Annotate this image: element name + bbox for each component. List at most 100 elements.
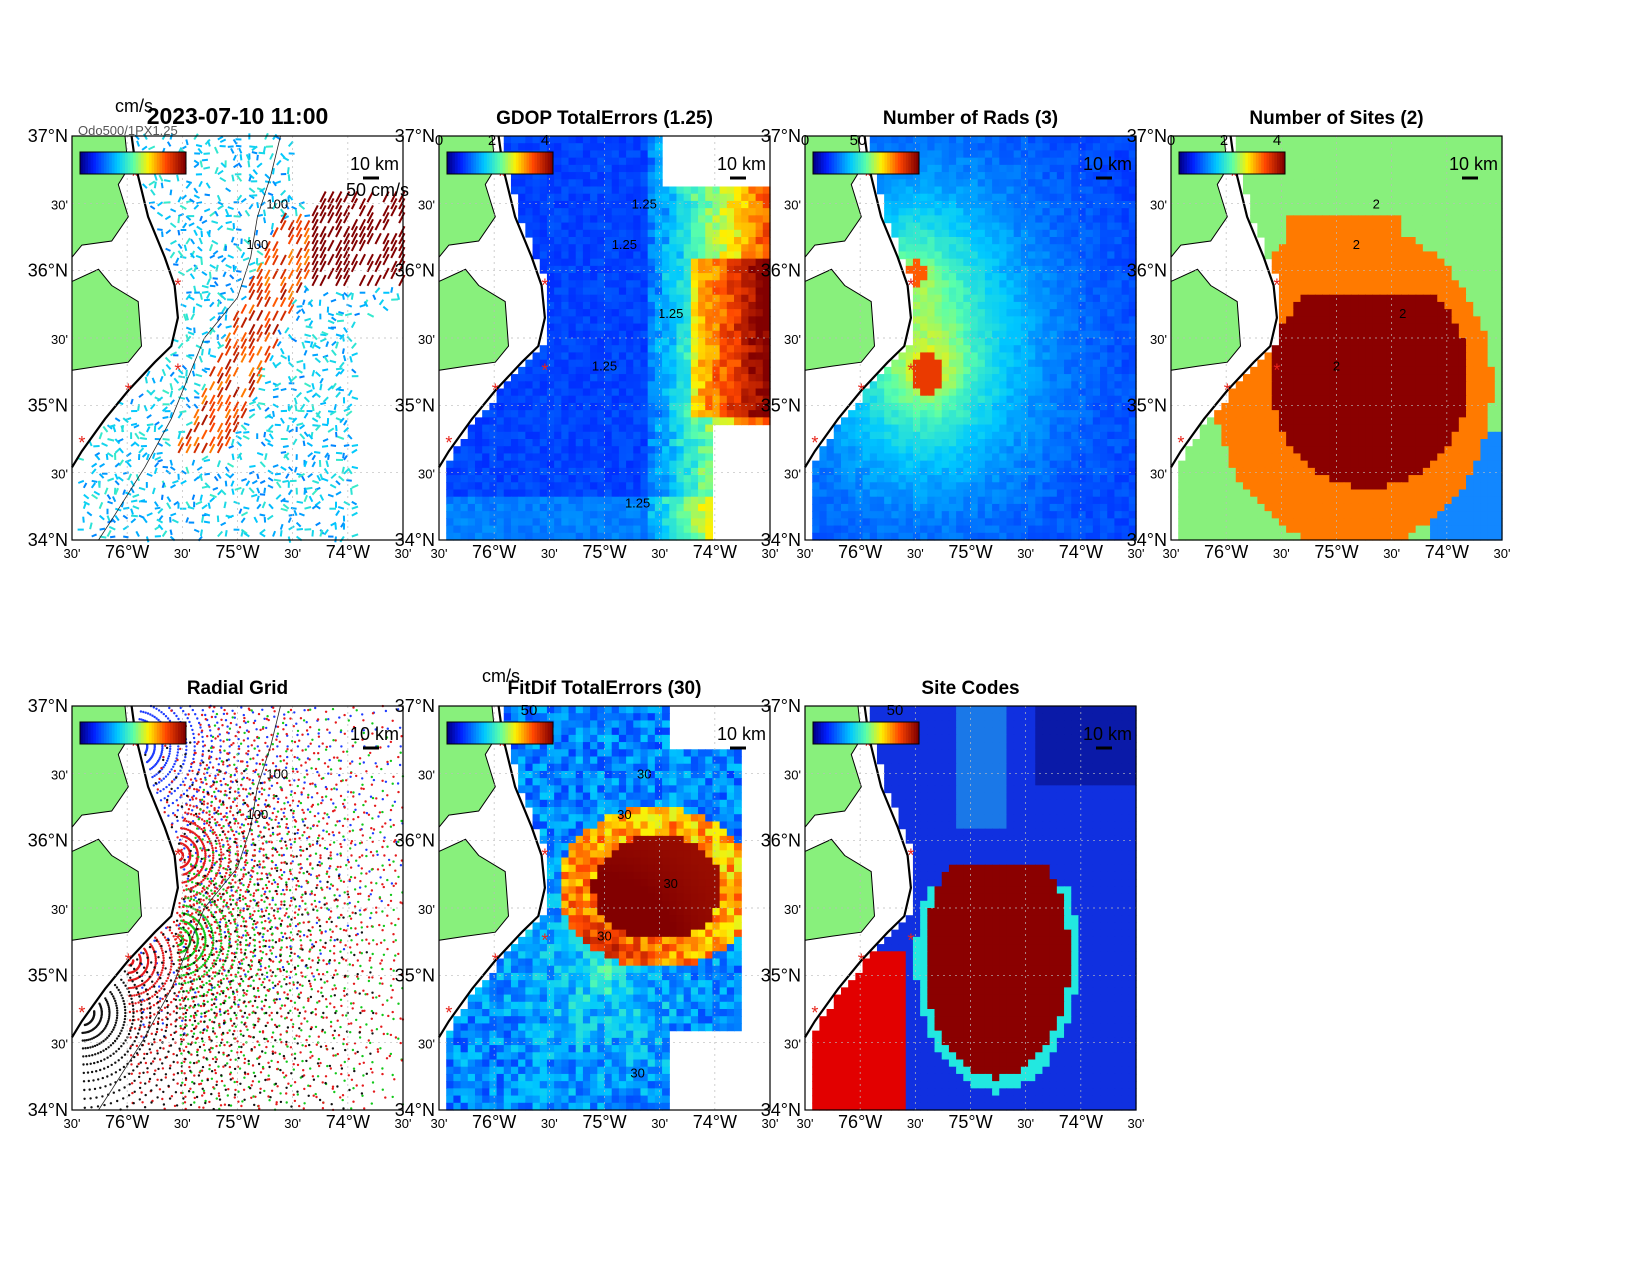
panel-title: GDOP TotalErrors (1.25)	[496, 108, 713, 129]
lon-tick-label: 76°W	[838, 542, 882, 562]
coastline	[804, 135, 913, 468]
lon-tick-label: 74°W	[326, 1112, 370, 1132]
units-label: cm/s	[482, 666, 520, 686]
lat-tick-label: 35°N	[395, 965, 435, 985]
lon-tick-label: 30'	[1128, 546, 1145, 561]
lat-tick-label: 30'	[51, 767, 68, 782]
lat-tick-label: 36°N	[28, 831, 68, 851]
lat-tick-label: 36°N	[761, 831, 801, 851]
lat-tick-label: 30'	[784, 332, 801, 347]
scale-label: 10 km	[1449, 154, 1498, 174]
colorbar	[446, 721, 554, 745]
lon-tick-label: 30'	[1017, 546, 1034, 561]
site-marker-icon: *	[1230, 166, 1237, 186]
lon-tick-label: 74°W	[326, 542, 370, 562]
lat-tick-label: 35°N	[395, 395, 435, 415]
land-south	[1170, 268, 1242, 371]
lon-tick-label: 30'	[797, 546, 814, 561]
lat-tick-label: 30'	[418, 902, 435, 917]
scale-label: 10 km	[1083, 154, 1132, 174]
colorbar-tick: 0	[435, 132, 443, 149]
site-marker-icon: *	[131, 166, 138, 186]
contour-label: 30	[663, 876, 677, 891]
site-marker-icon: *	[811, 433, 818, 453]
lon-tick-label: 30'	[762, 1116, 779, 1131]
site-marker-icon: *	[541, 275, 548, 295]
lat-tick-label: 37°N	[28, 696, 68, 716]
lat-tick-label: 30'	[418, 1037, 435, 1052]
axes-frame	[804, 135, 1137, 541]
lat-tick-label: 35°N	[761, 395, 801, 415]
coastline	[804, 705, 913, 1038]
lon-tick-label: 75°W	[1314, 542, 1358, 562]
lon-tick-label: 30'	[907, 546, 924, 561]
lon-tick-label: 76°W	[105, 1112, 149, 1132]
lat-tick-label: 36°N	[28, 261, 68, 281]
lat-tick-label: 30'	[784, 767, 801, 782]
lat-tick-label: 36°N	[1127, 261, 1167, 281]
panel-rads: *****37°N30'36°N30'35°N30'34°N30' 76°W 30'…	[761, 108, 1145, 562]
lat-tick-label: 35°N	[28, 395, 68, 415]
lat-tick-label: 30'	[51, 467, 68, 482]
colorbar-tick: 50	[887, 702, 904, 719]
site-marker-icon: *	[541, 845, 548, 865]
lon-tick-label: 76°W	[105, 542, 149, 562]
lon-tick-label: 30'	[174, 546, 191, 561]
lat-tick-label: 34°N	[761, 530, 801, 550]
lon-tick-label: 76°W	[472, 1112, 516, 1132]
site-marker-icon: *	[858, 951, 865, 971]
axes-frame	[438, 705, 771, 1111]
lon-tick-label: 30'	[395, 546, 412, 561]
land-south	[71, 268, 143, 371]
lat-tick-label: 30'	[1150, 197, 1167, 212]
contour-label: 30	[637, 767, 651, 782]
site-marker-icon: *	[445, 1003, 452, 1023]
colorbar	[79, 151, 187, 175]
lon-tick-label: 30'	[1273, 546, 1290, 561]
colorbar	[812, 151, 920, 175]
lat-tick-label: 37°N	[395, 126, 435, 146]
site-marker-icon: *	[541, 930, 548, 950]
lon-tick-label: 30'	[1494, 546, 1511, 561]
contour-label: 100	[266, 197, 288, 212]
coastline	[71, 705, 180, 1038]
lat-tick-label: 36°N	[761, 261, 801, 281]
axes-frame	[71, 705, 404, 1111]
lat-tick-label: 30'	[418, 332, 435, 347]
lat-tick-label: 34°N	[395, 1100, 435, 1120]
panel-title: Radial Grid	[187, 678, 288, 699]
lon-tick-label: 30'	[1383, 546, 1400, 561]
sitecodes-raster	[812, 706, 1137, 1111]
lon-tick-label: 76°W	[1204, 542, 1248, 562]
land-south	[804, 838, 876, 941]
lat-tick-label: 30'	[51, 1037, 68, 1052]
colorbar-tick: 0	[1167, 132, 1175, 149]
lon-tick-label: 30'	[284, 1116, 301, 1131]
land-south	[438, 838, 510, 941]
lon-tick-label: 76°W	[838, 1112, 882, 1132]
lat-tick-label: 30'	[784, 197, 801, 212]
lon-tick-label: 74°W	[1059, 542, 1103, 562]
lon-tick-label: 30'	[541, 1116, 558, 1131]
lon-tick-label: 30'	[284, 546, 301, 561]
panel-gdop: *****1.251.251.251.251.2537°N30'36°N30'3…	[395, 108, 779, 562]
panel-title: Number of Rads (3)	[883, 108, 1058, 129]
lon-tick-label: 30'	[431, 1116, 448, 1131]
contour-label: 2	[1373, 197, 1380, 212]
colorbar-tick: 2	[488, 132, 496, 149]
lat-tick-label: 36°N	[395, 831, 435, 851]
site-marker-icon: *	[907, 845, 914, 865]
lon-tick-label: 75°W	[582, 1112, 626, 1132]
site-marker-icon: *	[498, 736, 505, 756]
site-marker-icon: *	[907, 275, 914, 295]
scale-label: 10 km	[350, 154, 399, 174]
lat-tick-label: 34°N	[28, 530, 68, 550]
fitdif-raster	[446, 706, 742, 1111]
site-marker-icon: *	[174, 845, 181, 865]
lon-tick-label: 30'	[651, 546, 668, 561]
lat-tick-label: 30'	[51, 332, 68, 347]
contour-label: 2	[1399, 306, 1406, 321]
